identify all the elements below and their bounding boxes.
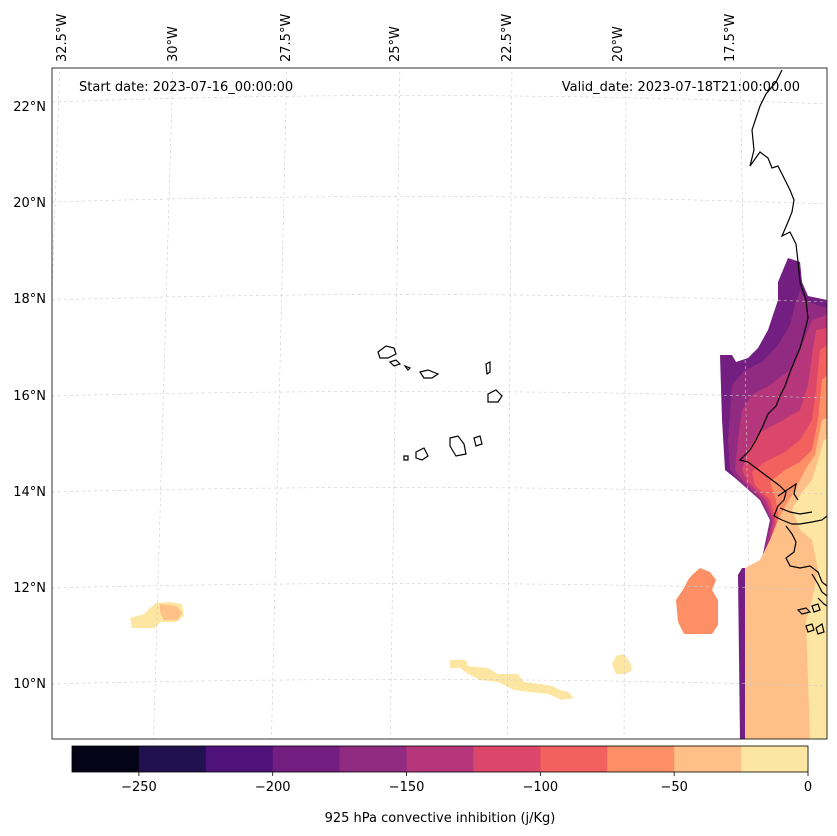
- start-date-label: Start date: 2023-07-16_00:00:00: [79, 80, 293, 95]
- sal-island: [485, 361, 491, 376]
- lat-label-18n: 18°N: [13, 292, 46, 307]
- guinea-coast: [811, 573, 827, 607]
- colorbar-swatch-4: [339, 746, 408, 772]
- lat-label-20n: 20°N: [13, 196, 46, 211]
- lon-label-27.5w: 27.5°W: [279, 14, 294, 62]
- colorbar-swatch-5: [406, 746, 474, 772]
- boa-vista-island: [487, 389, 503, 403]
- colorbar-swatch-7: [540, 746, 608, 772]
- patch-11n-31w-core: [160, 604, 182, 620]
- lon-label-17.5w: 17.5°W: [723, 14, 738, 62]
- gambia-border: [777, 482, 813, 515]
- graticule: [52, 68, 827, 739]
- maio-island: [473, 435, 483, 447]
- lon-label-20w: 20°W: [611, 26, 626, 62]
- santo-antao-island: [377, 345, 397, 359]
- colorbar-tick-label-5: 0: [804, 780, 812, 795]
- colorbar-tick-label-4: −50: [660, 780, 687, 795]
- lat-label-14n: 14°N: [13, 485, 46, 500]
- colorbar-swatch-2: [205, 746, 274, 772]
- colorbar: −250 −200 −150 −100 −50 0 925 hPa convective …: [71, 745, 812, 826]
- lat-label-10n: 10°N: [13, 677, 46, 692]
- map-content: [52, 68, 827, 739]
- colorbar-tick-label-1: −200: [255, 780, 291, 795]
- lon-label-30w: 30°W: [166, 26, 181, 62]
- map-frame: [51, 67, 828, 740]
- colorbar-swatches: [72, 746, 809, 772]
- sao-vicente-island: [388, 359, 402, 367]
- streak-10n-22w: [450, 660, 574, 700]
- lon-label-22.5w: 22.5°W: [500, 14, 515, 62]
- sao-nicolau-island: [419, 369, 440, 379]
- colorbar-swatch-1: [138, 746, 207, 772]
- cape-verde-islands: [377, 345, 503, 461]
- colorbar-tick-label-2: −150: [389, 780, 425, 795]
- lat-label-22n: 22°N: [13, 100, 46, 115]
- colorbar-tick-label-0: −250: [121, 780, 157, 795]
- colorbar-tick-label-3: −100: [523, 780, 559, 795]
- lon-label-25w: 25°W: [388, 26, 403, 62]
- lat-label-12n: 12°N: [13, 581, 46, 596]
- lat-label-16n: 16°N: [13, 389, 46, 404]
- santiago-island: [449, 435, 467, 457]
- brava-island: [403, 455, 409, 461]
- lon-labels: 32.5°W 30°W 27.5°W 25°W 22.5°W 20°W 17.5…: [55, 14, 738, 62]
- fogo-island: [415, 447, 429, 461]
- colorbar-ticks: −250 −200 −150 −100 −50 0: [121, 772, 812, 795]
- offshore-patch-11n-18w: [676, 568, 718, 634]
- cin-fills: [130, 258, 827, 739]
- colorbar-swatch-0: [72, 746, 140, 772]
- colorbar-swatch-3: [272, 746, 341, 772]
- valid-date-label: Valid_date: 2023-07-18T21:00:00.00: [562, 80, 800, 95]
- senegal-coast-fill-b7: [792, 438, 827, 739]
- colorbar-swatch-6: [473, 746, 541, 772]
- guinea-bissau-border: [785, 525, 827, 587]
- africa-coastline: [738, 69, 827, 525]
- colorbar-label: 925 hPa convective inhibition (j/Kg): [325, 811, 556, 826]
- lat-labels: 22°N 20°N 18°N 16°N 14°N 12°N 10°N: [13, 100, 46, 692]
- lon-label-32.5w: 32.5°W: [55, 14, 70, 62]
- colorbar-swatch-9: [674, 746, 742, 772]
- colorbar-swatch-10: [741, 746, 809, 772]
- bissagos-islands: [796, 603, 825, 635]
- colorbar-swatch-8: [607, 746, 675, 772]
- santa-luzia-island: [403, 364, 412, 371]
- patch-10n-20w: [612, 654, 632, 674]
- map-area[interactable]: [52, 68, 827, 739]
- colorbar-frame: [71, 745, 809, 773]
